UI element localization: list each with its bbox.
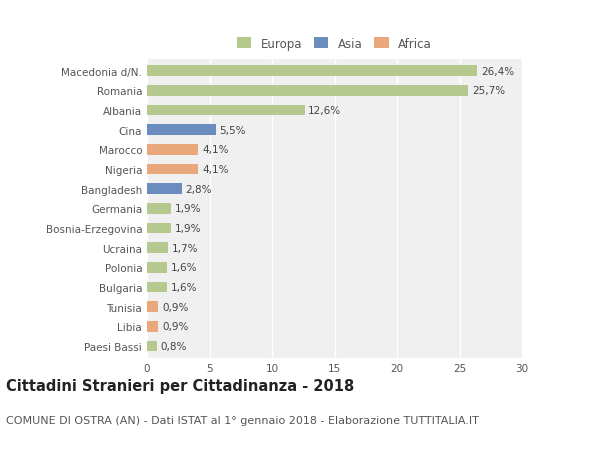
Bar [147,105,305,116]
Text: 0,9%: 0,9% [162,302,188,312]
Text: 1,9%: 1,9% [175,224,201,234]
Bar [147,282,167,293]
Text: 1,7%: 1,7% [172,243,199,253]
Bar [147,341,157,352]
Bar [147,184,182,195]
Text: Cittadini Stranieri per Cittadinanza - 2018: Cittadini Stranieri per Cittadinanza - 2… [6,379,354,394]
Text: 0,8%: 0,8% [161,341,187,351]
Bar [147,203,171,214]
Bar [147,263,167,273]
Text: 12,6%: 12,6% [308,106,341,116]
Text: 1,9%: 1,9% [175,204,201,214]
Bar [147,66,477,77]
Text: 4,1%: 4,1% [202,165,229,174]
Text: 26,4%: 26,4% [481,67,514,77]
Text: COMUNE DI OSTRA (AN) - Dati ISTAT al 1° gennaio 2018 - Elaborazione TUTTITALIA.I: COMUNE DI OSTRA (AN) - Dati ISTAT al 1° … [6,415,479,425]
Legend: Europa, Asia, Africa: Europa, Asia, Africa [233,33,436,55]
Text: 25,7%: 25,7% [472,86,505,96]
Text: 5,5%: 5,5% [220,125,246,135]
Text: 4,1%: 4,1% [202,145,229,155]
Text: 0,9%: 0,9% [162,322,188,331]
Text: 1,6%: 1,6% [171,282,197,292]
Bar [147,223,171,234]
Text: 2,8%: 2,8% [186,184,212,194]
Text: 1,6%: 1,6% [171,263,197,273]
Bar [147,125,216,136]
Bar [147,86,468,96]
Bar [147,243,168,253]
Bar [147,321,158,332]
Bar [147,302,158,313]
Bar [147,145,198,155]
Bar [147,164,198,175]
